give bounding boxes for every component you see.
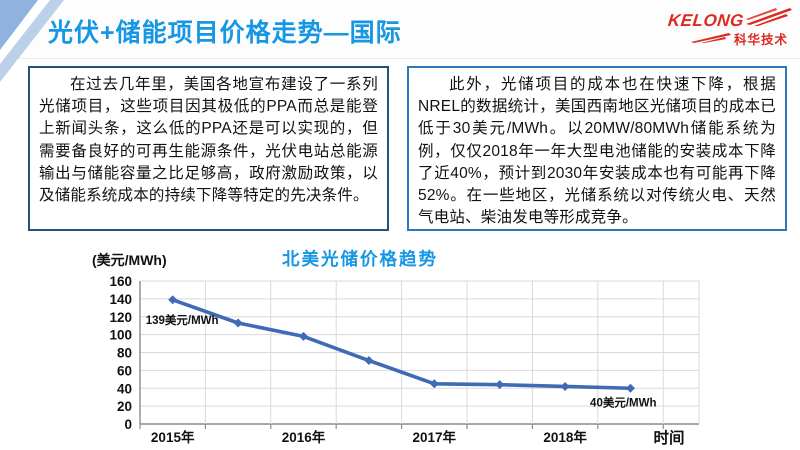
data-point-marker bbox=[626, 383, 635, 393]
logo-subtitle-text: 科华技术 bbox=[733, 33, 788, 47]
x-tick-label: 2018年 bbox=[543, 429, 587, 445]
annotation-last-value: 40美元/MWh bbox=[590, 395, 656, 409]
annotation-first-value: 139美元/MWh bbox=[146, 313, 219, 327]
y-tick-label: 160 bbox=[109, 274, 132, 289]
chart-y-axis-unit-label: (美元/MWh) bbox=[92, 252, 167, 268]
logo-swoosh-icon bbox=[745, 6, 792, 31]
data-point-marker bbox=[233, 318, 243, 328]
paragraph-us-projects: 在过去几年里，美国各地宣布建设了一系列光储项目，这些项目因其极低的PPA而总是能… bbox=[39, 76, 378, 205]
y-tick-label: 120 bbox=[109, 310, 132, 325]
data-point-marker bbox=[560, 381, 570, 391]
series-line bbox=[172, 298, 631, 391]
y-tick-label: 20 bbox=[117, 399, 132, 414]
paragraph-cost-decline: 此外，光储项目的成本也在快速下降，根据NREL的数据统计，美国西南地区光储项目的… bbox=[418, 76, 776, 227]
x-tick-label: 2016年 bbox=[282, 429, 326, 445]
y-tick-label: 80 bbox=[117, 346, 132, 361]
x-axis-title: 时间 bbox=[653, 428, 684, 447]
data-point-marker bbox=[429, 379, 439, 389]
text-panel-right: 此外，光储项目的成本也在快速下降，根据NREL的数据统计，美国西南地区光储项目的… bbox=[407, 66, 787, 231]
y-tick-label: 40 bbox=[117, 381, 132, 396]
y-tick-label: 60 bbox=[117, 363, 132, 378]
text-panel-left: 在过去几年里，美国各地宣布建设了一系列光储项目，这些项目因其极低的PPA而总是能… bbox=[28, 66, 389, 231]
logo-underline-swoosh-icon bbox=[690, 30, 731, 48]
y-tick-label: 140 bbox=[109, 292, 132, 307]
y-tick-label: 0 bbox=[124, 417, 132, 432]
y-tick-label: 100 bbox=[109, 328, 132, 343]
price-trend-line-chart: 0 20 40 60 80 100 120 140 160 2015年 2016年 2017年 2018… bbox=[109, 274, 700, 447]
logo-brand-text: KELONG bbox=[667, 11, 745, 30]
company-logo: KELONG 科华技术 bbox=[667, 6, 792, 54]
x-tick-label: 2017年 bbox=[413, 429, 457, 445]
header-band bbox=[0, 0, 800, 59]
data-point-marker bbox=[168, 295, 178, 305]
page-title: 光伏+储能项目价格走势—国际 bbox=[48, 19, 402, 47]
data-point-marker bbox=[495, 380, 505, 390]
x-tick-label: 2015年 bbox=[151, 429, 195, 445]
data-point-marker bbox=[299, 331, 308, 341]
data-point-marker bbox=[364, 356, 374, 366]
chart-title: 北美光储价格趋势 bbox=[282, 249, 438, 269]
